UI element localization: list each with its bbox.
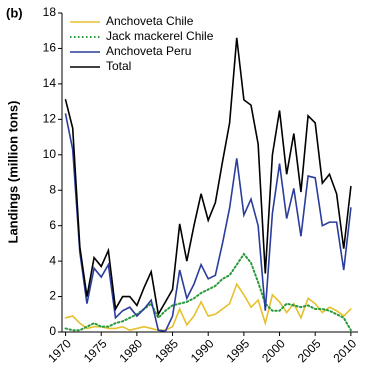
x-tick-label: 1970 (45, 336, 74, 365)
panel-label: (b) (6, 5, 23, 20)
y-axis-label: Landings (million tons) (5, 101, 20, 244)
legend-label: Total (106, 59, 131, 73)
y-tick-label: 16 (43, 41, 57, 55)
y-tick-label: 2 (49, 289, 56, 303)
y-tick-label: 4 (49, 253, 56, 267)
legend-label: Anchoveta Chile (106, 14, 194, 28)
y-tick-label: 14 (43, 76, 57, 90)
legend-label: Jack mackerel Chile (106, 29, 214, 43)
y-tick-label: 0 (49, 324, 56, 338)
y-tick-label: 12 (43, 112, 57, 126)
x-tick-label: 2010 (330, 336, 359, 365)
y-tick-label: 6 (49, 218, 56, 232)
y-tick-label: 10 (43, 147, 57, 161)
x-tick-label: 1990 (188, 336, 217, 365)
legend-label: Anchoveta Peru (106, 44, 191, 58)
x-tick-label: 1985 (152, 336, 181, 365)
x-tick-label: 2000 (259, 336, 288, 365)
x-tick-label: 1980 (116, 336, 145, 365)
series-line (64, 282, 352, 332)
x-tick-label: 1995 (223, 336, 252, 365)
series-line (64, 252, 352, 332)
y-tick-label: 18 (43, 5, 57, 19)
x-tick-label: 2005 (295, 336, 324, 365)
y-tick-label: 8 (49, 182, 56, 196)
series-line (64, 113, 352, 332)
x-tick-label: 1975 (81, 336, 110, 365)
series-line (64, 37, 352, 317)
